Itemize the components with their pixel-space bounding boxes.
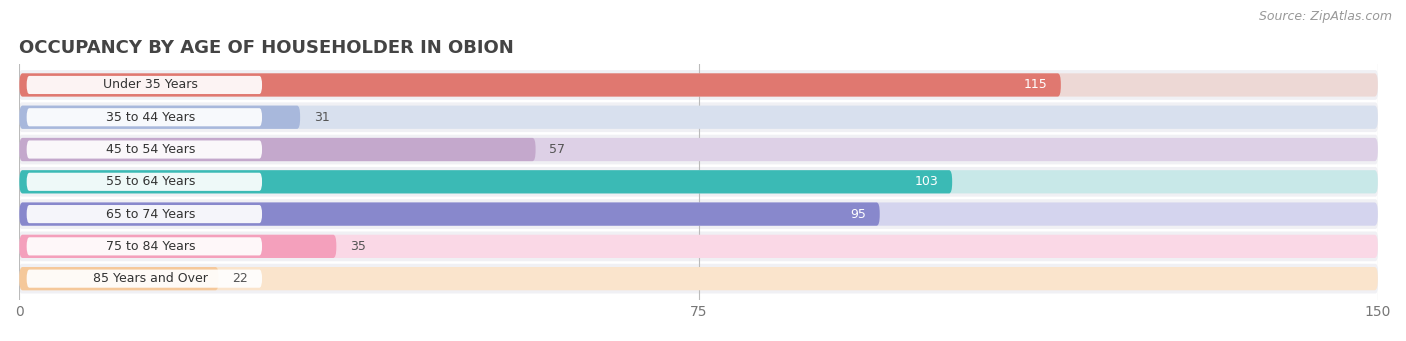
Text: 31: 31 [314,111,329,124]
FancyBboxPatch shape [20,203,1378,226]
FancyBboxPatch shape [20,235,1378,258]
FancyBboxPatch shape [20,138,1378,161]
FancyBboxPatch shape [20,70,1378,100]
FancyBboxPatch shape [20,106,299,129]
FancyBboxPatch shape [20,170,1378,193]
FancyBboxPatch shape [20,170,952,193]
FancyBboxPatch shape [20,73,1062,97]
Text: 35: 35 [350,240,366,253]
FancyBboxPatch shape [20,232,1378,261]
FancyBboxPatch shape [27,270,262,288]
Text: 85 Years and Over: 85 Years and Over [93,272,208,285]
Text: 103: 103 [915,175,939,188]
FancyBboxPatch shape [27,205,262,223]
FancyBboxPatch shape [20,135,1378,164]
Text: 55 to 64 Years: 55 to 64 Years [105,175,195,188]
FancyBboxPatch shape [20,267,218,290]
FancyBboxPatch shape [20,199,1378,229]
FancyBboxPatch shape [27,76,262,94]
FancyBboxPatch shape [27,173,262,191]
FancyBboxPatch shape [27,140,262,159]
Text: 75 to 84 Years: 75 to 84 Years [105,240,195,253]
Text: 115: 115 [1024,78,1047,91]
Text: Source: ZipAtlas.com: Source: ZipAtlas.com [1258,10,1392,23]
Text: OCCUPANCY BY AGE OF HOUSEHOLDER IN OBION: OCCUPANCY BY AGE OF HOUSEHOLDER IN OBION [20,39,515,57]
FancyBboxPatch shape [20,267,1378,290]
Text: 22: 22 [232,272,247,285]
FancyBboxPatch shape [20,138,536,161]
FancyBboxPatch shape [20,167,1378,197]
FancyBboxPatch shape [20,264,1378,294]
FancyBboxPatch shape [20,203,880,226]
FancyBboxPatch shape [20,73,1378,97]
FancyBboxPatch shape [27,108,262,126]
Text: 65 to 74 Years: 65 to 74 Years [105,208,195,221]
FancyBboxPatch shape [27,237,262,255]
Text: 35 to 44 Years: 35 to 44 Years [105,111,195,124]
Text: 95: 95 [851,208,866,221]
FancyBboxPatch shape [20,235,336,258]
Text: 57: 57 [550,143,565,156]
FancyBboxPatch shape [20,106,1378,129]
Text: 45 to 54 Years: 45 to 54 Years [105,143,195,156]
Text: Under 35 Years: Under 35 Years [103,78,198,91]
FancyBboxPatch shape [20,102,1378,132]
